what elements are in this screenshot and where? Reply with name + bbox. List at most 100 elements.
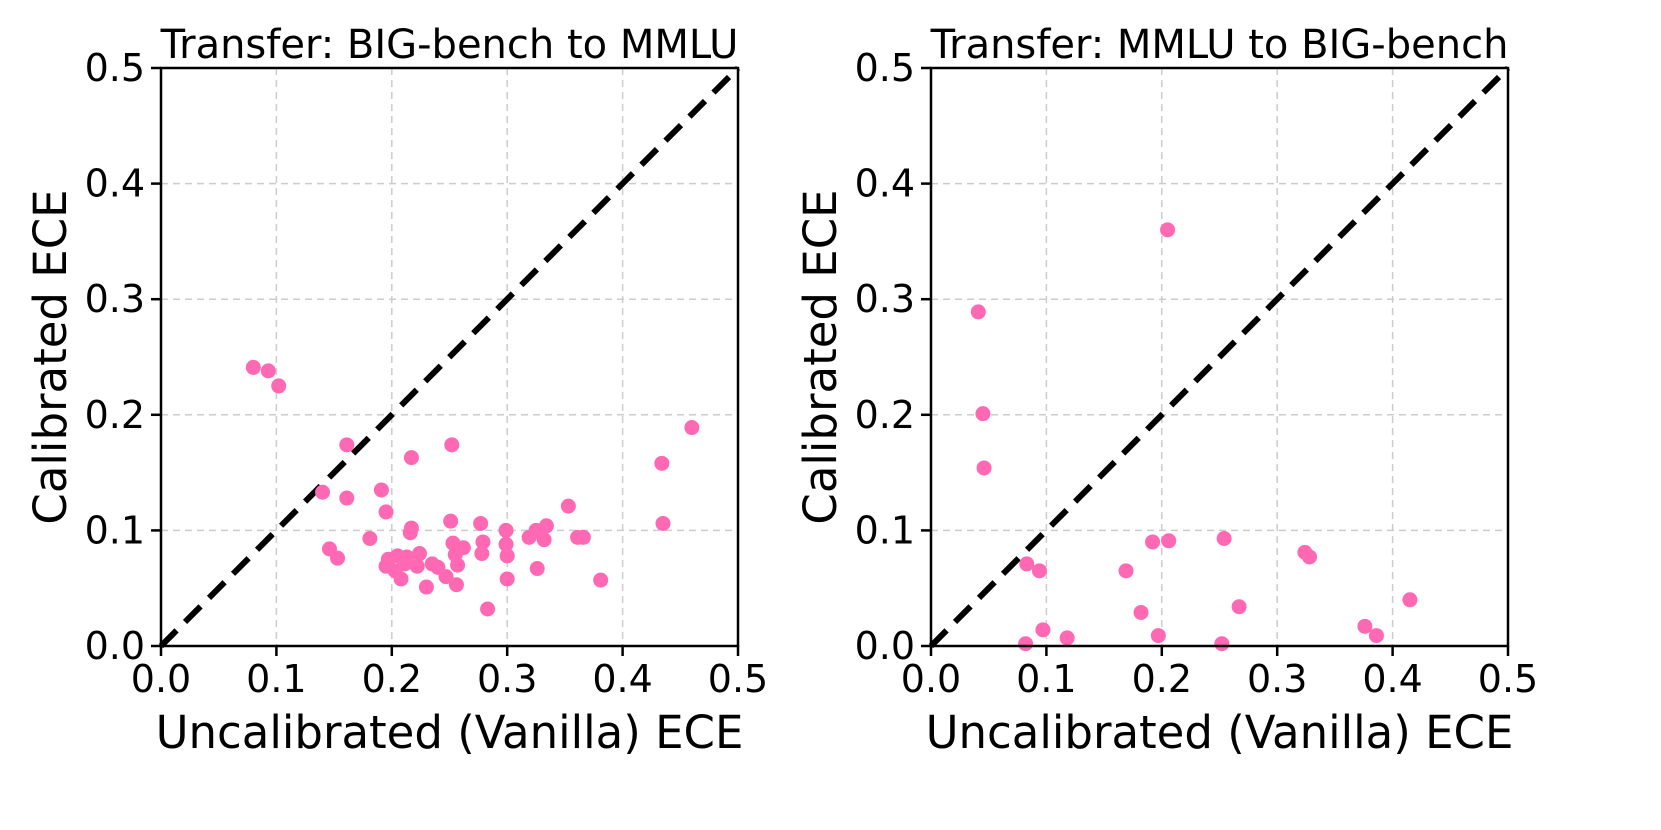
right-data-point <box>1035 622 1051 638</box>
right-y-tick-label: 0.1 <box>855 508 915 552</box>
left-data-point <box>418 579 434 595</box>
left-ticks: 0.0 0.1 0.2 0.3 0.4 0.5 0.0 0.1 0.2 0.3 0.4 0.5 <box>85 46 769 701</box>
left-data-point <box>330 550 346 566</box>
right-data-point <box>1031 563 1047 579</box>
right-x-tick-label: 0.4 <box>1362 657 1422 701</box>
left-data-point <box>399 549 415 565</box>
right-x-tick-label: 0.5 <box>1478 657 1538 701</box>
left-data-point <box>245 359 261 375</box>
right-ticks: 0.0 0.1 0.2 0.3 0.4 0.5 0.0 0.1 0.2 0.3 0.4 0.5 <box>855 46 1539 701</box>
left-x-tick-label: 0.3 <box>477 657 537 701</box>
right-data-point <box>1118 563 1134 579</box>
right-plot-frame <box>929 66 1510 648</box>
left-y-tick-label: 0.2 <box>85 393 145 437</box>
left-data-point <box>339 437 355 453</box>
right-data-point <box>976 460 992 476</box>
right-x-tick-label: 0.2 <box>1132 657 1192 701</box>
right-scatter-panel: 0.0 0.1 0.2 0.3 0.4 0.5 0.0 0.1 0.2 0.3 0.4 0.5 Tra… <box>794 22 1538 759</box>
right-identity-line <box>928 65 1511 649</box>
left-x-tick-label: 0.5 <box>708 657 768 701</box>
right-x-tick-label: 0.0 <box>901 657 961 701</box>
left-y-tick-label: 0.1 <box>85 508 145 552</box>
left-plot-frame <box>159 66 740 648</box>
right-y-axis-label: Calibrated ECE <box>794 189 847 524</box>
left-data-point <box>575 529 591 545</box>
left-data-point <box>684 420 700 436</box>
left-y-tick-label: 0.0 <box>85 624 145 668</box>
right-data-point <box>1018 636 1034 652</box>
left-y-tick-label: 0.5 <box>85 46 145 90</box>
right-x-axis-label: Uncalibrated (Vanilla) ECE <box>926 706 1514 759</box>
right-data-point <box>1059 630 1075 646</box>
right-data-point <box>1302 549 1318 565</box>
left-data-point <box>378 504 394 520</box>
left-data-point <box>403 450 419 466</box>
right-data-point <box>1231 599 1247 615</box>
right-data-point <box>1150 628 1166 644</box>
right-y-tick-label: 0.0 <box>855 624 915 668</box>
left-identity-line <box>158 65 741 649</box>
right-data-point <box>1160 222 1176 238</box>
left-points <box>245 359 700 617</box>
right-x-tick-label: 0.3 <box>1247 657 1307 701</box>
left-data-point <box>393 571 409 587</box>
right-points <box>970 222 1418 652</box>
left-y-tick-label: 0.3 <box>85 277 145 321</box>
right-data-point <box>1368 628 1384 644</box>
left-data-point <box>473 515 489 531</box>
left-x-tick-label: 0.2 <box>362 657 422 701</box>
left-data-point <box>443 513 459 529</box>
right-y-tick-label: 0.3 <box>855 277 915 321</box>
left-data-point <box>475 534 491 550</box>
left-x-axis-label: Uncalibrated (Vanilla) ECE <box>156 706 744 759</box>
right-data-point <box>970 304 986 320</box>
right-data-point <box>1357 618 1373 634</box>
left-data-point <box>499 548 515 564</box>
left-data-point <box>448 577 464 593</box>
left-data-point <box>498 522 514 538</box>
left-data-point <box>403 520 419 536</box>
left-data-point <box>315 484 331 500</box>
left-data-point <box>362 530 378 546</box>
left-y-axis-label: Calibrated ECE <box>24 189 77 524</box>
left-scatter-panel: 0.0 0.1 0.2 0.3 0.4 0.5 0.0 0.1 0.2 0.3 0.4 0.5 Tra… <box>24 22 768 759</box>
left-data-point <box>474 546 490 562</box>
left-data-point <box>529 561 545 577</box>
left-data-point <box>499 571 515 587</box>
left-data-point <box>260 363 276 379</box>
left-x-tick-label: 0.4 <box>592 657 652 701</box>
left-data-point <box>450 557 466 573</box>
right-y-tick-label: 0.5 <box>855 46 915 90</box>
left-data-point <box>339 490 355 506</box>
left-data-point <box>480 601 496 617</box>
right-y-tick-label: 0.4 <box>855 162 915 206</box>
left-chart-title: Transfer: BIG-bench to MMLU <box>160 22 739 68</box>
right-chart-title: Transfer: MMLU to BIG-bench <box>930 22 1509 68</box>
left-data-point <box>538 518 554 534</box>
left-x-tick-label: 0.1 <box>246 657 306 701</box>
left-data-point <box>409 558 425 574</box>
left-data-point <box>498 536 514 552</box>
left-data-point <box>444 437 460 453</box>
right-data-point <box>1402 592 1418 608</box>
left-data-point <box>438 569 454 585</box>
right-data-point <box>1133 604 1149 620</box>
right-y-tick-label: 0.2 <box>855 393 915 437</box>
right-data-point <box>975 406 991 422</box>
left-y-tick-label: 0.4 <box>85 162 145 206</box>
left-data-point <box>411 546 427 562</box>
left-data-point <box>655 515 671 531</box>
right-data-point <box>1214 636 1230 652</box>
right-data-point <box>1019 556 1035 572</box>
left-x-tick-label: 0.0 <box>131 657 191 701</box>
left-data-point <box>271 378 287 394</box>
left-data-point <box>455 540 471 556</box>
left-data-point <box>560 498 576 514</box>
right-data-point <box>1216 530 1232 546</box>
left-data-point <box>536 532 552 548</box>
right-data-point <box>1145 534 1161 550</box>
left-data-point <box>593 572 609 588</box>
right-data-point <box>1161 533 1177 549</box>
right-x-tick-label: 0.1 <box>1016 657 1076 701</box>
